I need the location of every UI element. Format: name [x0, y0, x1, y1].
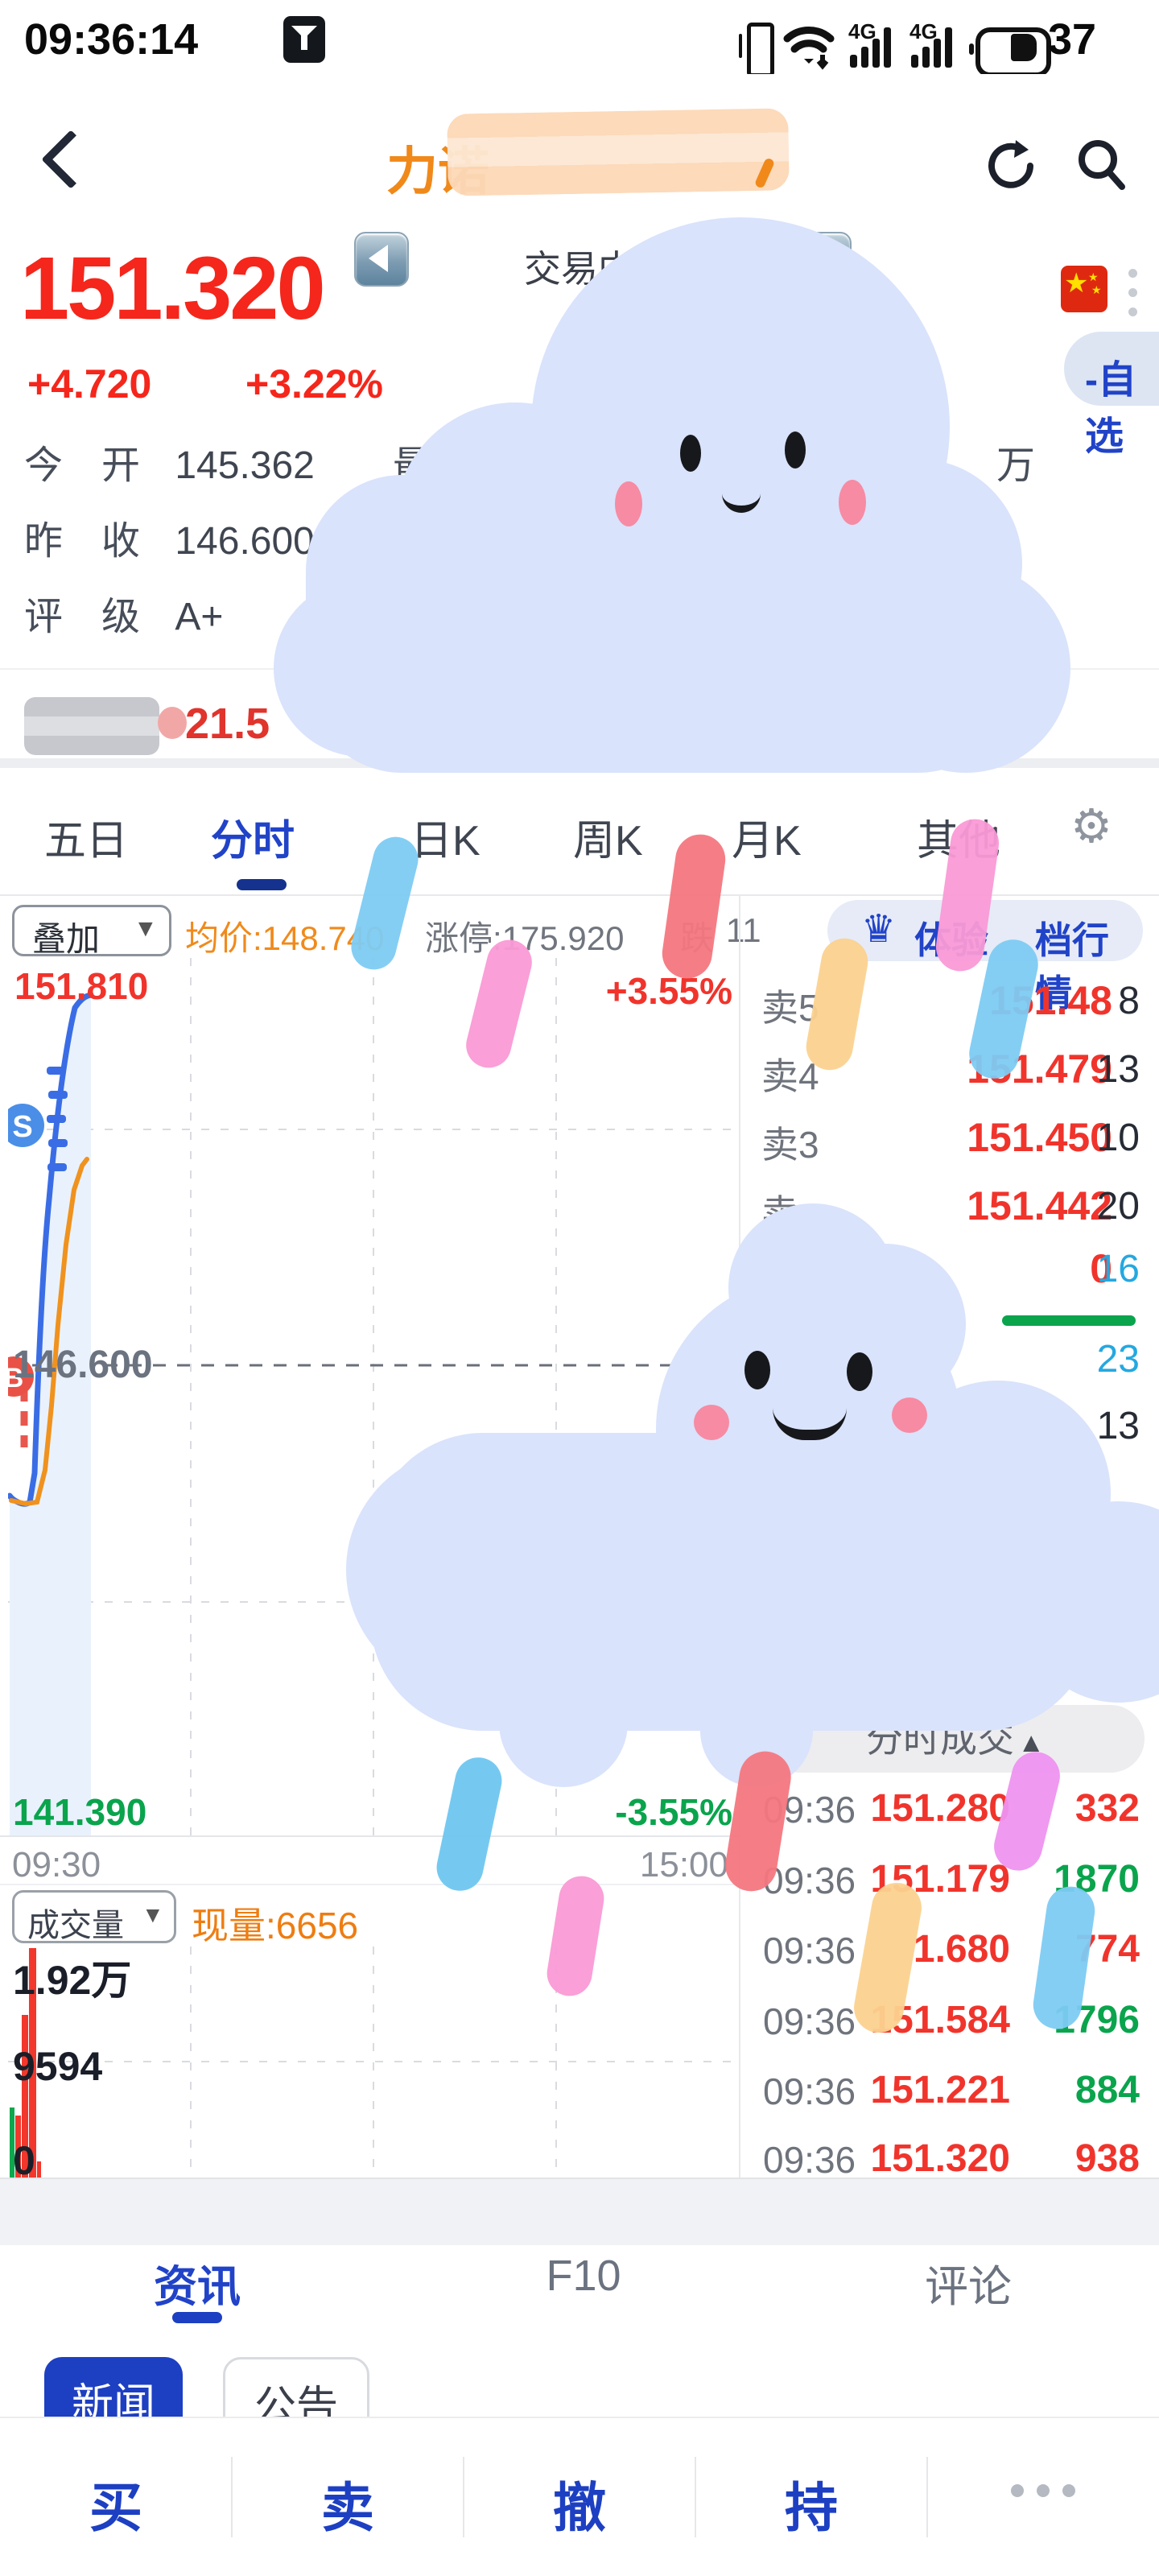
time-axis-start: 09:30	[12, 1845, 101, 1885]
more-menu-icon[interactable]	[1125, 267, 1141, 324]
info-row-prevclose: 昨 收 146.600	[24, 520, 315, 563]
tab-f10[interactable]: F10	[546, 2252, 621, 2300]
depth-bar	[1002, 1315, 1136, 1326]
chart-prevclose-label: 146.600	[13, 1344, 153, 1386]
nav-bar: 力诺 交易中	[0, 74, 1159, 308]
battery-icon	[969, 27, 1051, 77]
fund-value-fragment: 21.5	[185, 700, 270, 748]
trade-row: 09:36 151.584 1796	[763, 1999, 1140, 2042]
info-value: 145.362	[175, 444, 315, 487]
tab-5day[interactable]: 五日	[44, 818, 129, 865]
limit-down-fragment2: 11	[726, 911, 761, 949]
cloud-eye	[847, 1352, 872, 1391]
cloud-eye	[785, 431, 806, 469]
cloud-cheek	[694, 1405, 729, 1440]
premium-label-right: 档行情	[1035, 919, 1109, 1014]
cloud-cheek	[615, 481, 642, 526]
info-right-fragment-right: 万	[996, 444, 1036, 487]
trade-row: 09:36 151.179 1870	[763, 1858, 1140, 1901]
cloud-smile	[722, 483, 761, 513]
chart-high-pct: +3.55%	[605, 970, 732, 1012]
bottom-tab-underline	[172, 2312, 222, 2323]
positions-button[interactable]: 持	[785, 2478, 838, 2537]
battery-percent: 37	[1048, 15, 1097, 64]
search-icon[interactable]	[1075, 137, 1130, 195]
cloud-cheek	[839, 480, 866, 525]
selected-tab-underline	[237, 879, 287, 890]
svg-text:B: B	[8, 1363, 23, 1393]
volume-dropdown[interactable]: 成交量 ▼	[12, 1890, 176, 1943]
vibrate-icon	[739, 23, 774, 77]
volume-axis-mid: 9594	[13, 2044, 103, 2089]
signal-icon-sim2: 4G	[909, 19, 959, 69]
chart-low-pct: -3.55%	[615, 1791, 732, 1833]
cancel-order-button[interactable]: 撤	[553, 2478, 606, 2537]
censored-block	[24, 697, 159, 755]
cloud-cheek	[892, 1397, 927, 1433]
chart-high-label: 151.810	[14, 965, 149, 1007]
trade-row: 09:36 151.221 884	[763, 2069, 1140, 2112]
price-change-pct: +3.22%	[245, 361, 383, 407]
sell-row-5[interactable]: 卖5 151.48 8	[761, 978, 1140, 1029]
cloud-eye	[744, 1351, 770, 1389]
svg-text:S: S	[12, 1110, 32, 1144]
section-gap	[0, 2179, 1159, 2245]
sell-row-3[interactable]: 卖3 151.450 10	[761, 1115, 1140, 1166]
tab-monthly-k[interactable]: 月K	[732, 818, 802, 865]
buy-row-1[interactable]: 23	[1096, 1338, 1140, 1381]
signal-icon-sim1: 4G	[848, 19, 898, 69]
sell-row-1[interactable]: 0 16	[1090, 1246, 1140, 1291]
trade-row: 09:36 151.320 938	[763, 2137, 1140, 2181]
volume-chart	[8, 1946, 739, 2178]
more-actions-button[interactable]	[927, 2484, 1159, 2501]
back-button[interactable]	[39, 130, 101, 195]
news-button[interactable]: 新闻	[44, 2357, 183, 2417]
intraday-chart: S B	[8, 958, 739, 1835]
chevron-down-icon: ▼	[142, 1902, 164, 1927]
info-label: 今 开	[24, 444, 141, 487]
info-row-rating: 评 级 A+	[24, 596, 224, 638]
tab-weekly-k[interactable]: 周K	[573, 818, 643, 865]
buy-row-2[interactable]: 13	[1096, 1405, 1140, 1447]
info-row-open: 今 开 145.362	[24, 433, 315, 489]
trade-row: 09:36 1.680 774	[763, 1928, 1140, 1971]
overlay-dropdown[interactable]: 叠加 ▼	[12, 905, 171, 958]
message-icon	[283, 16, 325, 63]
last-price: 151.320	[20, 239, 326, 338]
title-censor-mosaic	[447, 108, 790, 196]
time-axis-end: 15:00	[639, 1845, 728, 1885]
crown-icon: ♛	[861, 908, 897, 951]
news-filter-row: 新闻 公告	[0, 2357, 1159, 2417]
volume-axis-max: 1.92万	[13, 1958, 132, 2003]
chart-low-label: 141.390	[13, 1791, 147, 1833]
volume-axis-zero: 0	[13, 2138, 35, 2183]
trade-row: 09:36 151.280 332	[763, 1787, 1140, 1831]
prev-stock-button[interactable]	[354, 232, 409, 287]
action-bar: 买 卖 撤 持	[0, 2417, 1159, 2576]
sell-row-4[interactable]: 卖4 151.479 13	[761, 1046, 1140, 1097]
tab-comments[interactable]: 评论	[925, 2263, 1012, 2311]
buy-button[interactable]: 买	[89, 2478, 142, 2537]
censored-dot	[158, 707, 187, 739]
announcements-button[interactable]: 公告	[223, 2357, 369, 2417]
wifi-icon	[783, 27, 835, 70]
tab-daily-k[interactable]: 日K	[410, 818, 481, 865]
sell-button[interactable]: 卖	[321, 2478, 374, 2537]
tab-news-feed[interactable]: 资讯	[154, 2263, 241, 2311]
status-bar: 09:36:14 4G 4G	[0, 0, 1159, 77]
market-flag-icon: ★ ★ ★	[1061, 266, 1107, 312]
current-volume: 现量:6656	[192, 1905, 359, 1946]
chevron-down-icon: ▼	[134, 915, 158, 942]
refresh-icon[interactable]	[984, 137, 1040, 195]
watchlist-remove-button[interactable]: -自选	[1064, 332, 1159, 458]
tab-intraday[interactable]: 分时	[211, 818, 295, 865]
clock: 09:36:14	[24, 15, 199, 64]
price-change: +4.720	[27, 361, 152, 407]
chart-settings-gear-icon[interactable]: ⚙	[1070, 800, 1112, 852]
cloud-eye	[680, 435, 701, 472]
